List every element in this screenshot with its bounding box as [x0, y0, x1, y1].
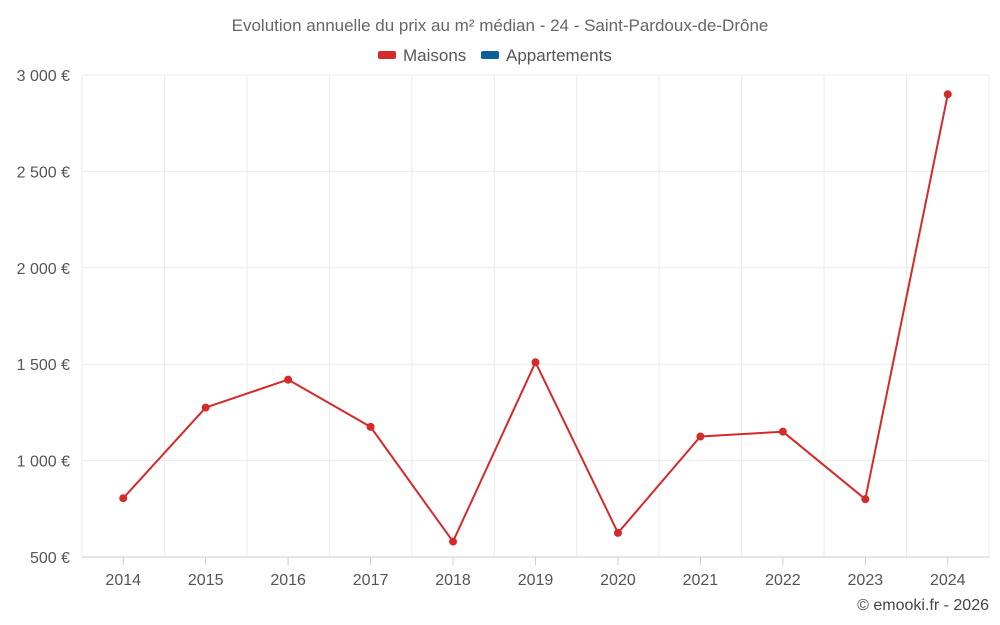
credit-text: © emooki.fr - 2026 — [857, 597, 989, 614]
x-tick-label: 2017 — [353, 572, 389, 589]
x-tick-label: 2023 — [848, 572, 884, 589]
data-point-2015[interactable] — [201, 403, 210, 412]
x-tick-label: 2021 — [683, 572, 719, 589]
legend-swatch-maisons — [378, 51, 396, 59]
data-point-2018[interactable] — [449, 537, 458, 546]
data-point-2021[interactable] — [696, 432, 705, 441]
legend-item-appartements[interactable]: Appartements — [481, 46, 612, 65]
data-point-2023[interactable] — [861, 495, 870, 504]
legend-label-maisons: Maisons — [403, 46, 466, 65]
x-tick-label: 2018 — [435, 572, 471, 589]
data-point-2016[interactable] — [284, 375, 293, 384]
y-tick-label: 2 000 € — [17, 261, 70, 278]
data-point-2024[interactable] — [943, 90, 952, 99]
x-tick-label: 2015 — [188, 572, 224, 589]
grid — [81, 74, 990, 557]
legend-swatch-appartements — [481, 51, 499, 59]
data-point-2017[interactable] — [366, 422, 375, 431]
x-tick-label: 2024 — [930, 572, 966, 589]
x-tick-label: 2019 — [518, 572, 554, 589]
legend-label-appartements: Appartements — [506, 46, 612, 65]
y-tick-label: 1 500 € — [17, 357, 70, 374]
axes: 500 € 1 000 € 1 500 € 2 000 € 2 500 € 3 000 €… — [17, 68, 989, 589]
series-maisons — [119, 90, 952, 546]
data-point-2019[interactable] — [531, 358, 540, 367]
y-tick-label: 500 € — [30, 550, 70, 567]
x-tick-label: 2014 — [105, 572, 141, 589]
y-tick-label: 2 500 € — [17, 164, 70, 181]
x-tick-label: 2016 — [270, 572, 306, 589]
legend-item-maisons[interactable]: Maisons — [378, 46, 466, 65]
y-tick-label: 3 000 € — [17, 68, 70, 85]
legend: Maisons Appartements — [378, 46, 612, 65]
data-point-2020[interactable] — [613, 528, 622, 537]
x-tick-label: 2020 — [600, 572, 636, 589]
y-tick-label: 1 000 € — [17, 454, 70, 471]
data-point-2014[interactable] — [119, 494, 128, 503]
x-tick-label: 2022 — [765, 572, 801, 589]
chart-title: Evolution annuelle du prix au m² médian … — [232, 16, 769, 35]
data-point-2022[interactable] — [778, 427, 787, 436]
